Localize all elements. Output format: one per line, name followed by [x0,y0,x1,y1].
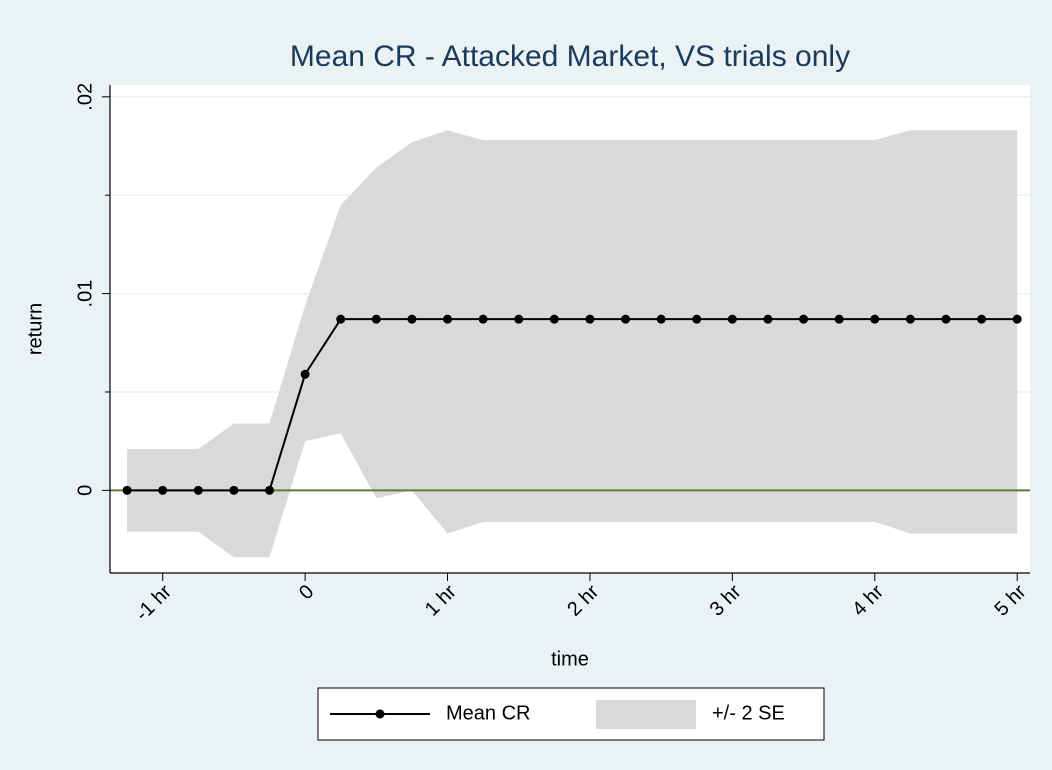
confidence-band [127,130,1018,558]
data-point [692,314,702,324]
data-point [799,314,809,324]
y-tick-label: .02 [74,83,96,111]
data-point [763,314,773,324]
data-point [122,485,132,495]
data-point [229,485,239,495]
legend-label: Mean CR [446,702,530,724]
x-axis-label: time [551,648,589,670]
data-point [905,314,915,324]
y-tick-label: .01 [74,280,96,308]
data-point [1012,314,1022,324]
data-point [621,314,631,324]
data-point [265,485,275,495]
chart-title: Mean CR - Attacked Market, VS trials onl… [290,40,850,73]
data-point [371,314,381,324]
data-point [158,485,168,495]
legend-marker-swatch [375,709,385,719]
data-point [549,314,559,324]
data-point [977,314,987,324]
data-point [834,314,844,324]
data-point [514,314,524,324]
y-tick-label: 0 [74,485,96,496]
y-axis-label: return [24,303,46,355]
legend-label: +/- 2 SE [712,702,785,724]
data-point [727,314,737,324]
data-point [585,314,595,324]
data-point [656,314,666,324]
data-point [336,314,346,324]
data-point [870,314,880,324]
data-point [443,314,453,324]
data-point [478,314,488,324]
data-point [300,369,310,379]
mean-line [127,318,1018,492]
data-point [941,314,951,324]
data-point [193,485,203,495]
data-point [407,314,417,324]
legend-band-swatch [596,700,696,729]
